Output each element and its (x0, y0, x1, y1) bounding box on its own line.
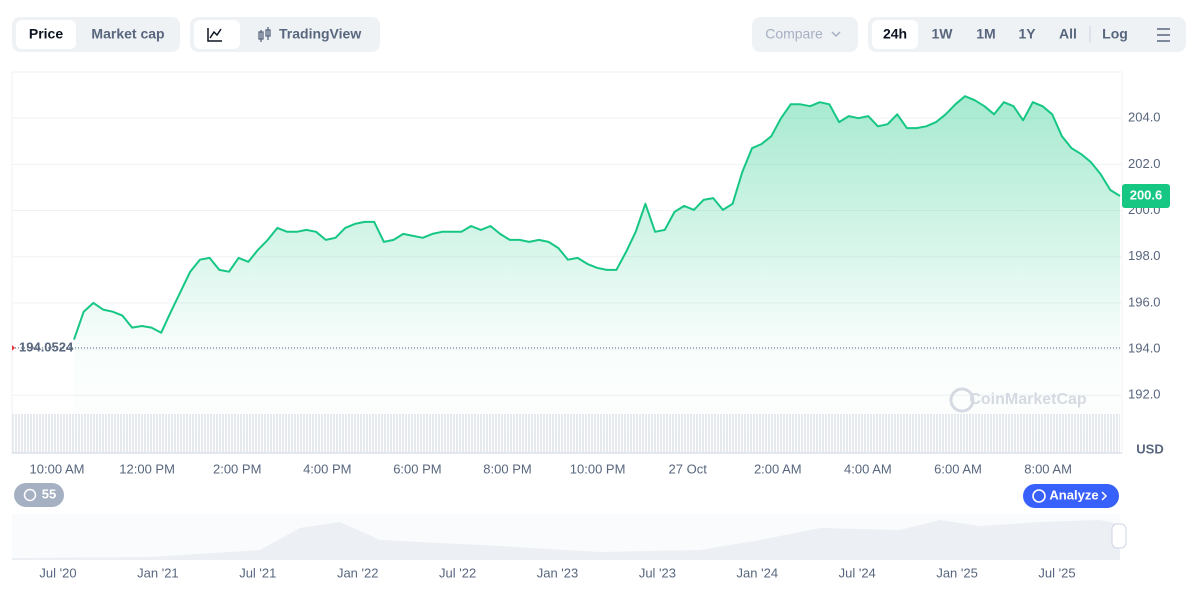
x-tick-label: 8:00 AM (1024, 461, 1072, 476)
x-tick-label: 8:00 PM (483, 461, 531, 476)
range-toggle (868, 17, 1186, 52)
navigator-label: Jul '24 (839, 565, 876, 580)
line-icon (207, 28, 222, 42)
range-1w[interactable]: 1W (932, 26, 954, 42)
watermark-logo (949, 387, 975, 413)
navigator-label: Jan '24 (737, 565, 779, 580)
x-tick-label: 2:00 AM (754, 461, 802, 476)
y-tick-label: 192.0 (1128, 387, 1161, 402)
x-tick-label: 6:00 AM (934, 461, 982, 476)
start-price-marker (12, 344, 15, 351)
watermark: CoinMarketCap (969, 391, 1087, 408)
price-tab[interactable]: Price (29, 26, 63, 42)
navigator-label: Jul '20 (39, 565, 76, 580)
log-toggle[interactable]: Log (1102, 26, 1128, 42)
range-1y[interactable]: 1Y (1018, 26, 1036, 42)
y-tick-label: 198.0 (1128, 248, 1161, 263)
settings-icon[interactable] (1157, 28, 1170, 42)
y-tick-label: 204.0 (1128, 110, 1161, 125)
navigator-history (12, 520, 1120, 560)
y-unit: USD (1136, 441, 1163, 456)
analyze-label[interactable]: Analyze (1049, 487, 1098, 502)
start-price-label: 194.0524 (19, 339, 74, 354)
x-tick-label: 10:00 AM (30, 461, 85, 476)
navigator-handle[interactable] (1111, 523, 1127, 549)
x-tick-label: 4:00 PM (303, 461, 351, 476)
price-area (74, 96, 1120, 453)
volume-area (12, 414, 1120, 453)
last-price-label: 200.6 (1130, 187, 1163, 202)
view-active[interactable] (16, 20, 76, 49)
navigator-label: Jul '25 (1038, 565, 1075, 580)
analyze-icon (1032, 489, 1046, 503)
range-24h[interactable]: 24h (883, 26, 907, 42)
history-count[interactable]: 55 (42, 486, 56, 501)
compare-button[interactable] (752, 17, 858, 52)
x-tick-label: 2:00 PM (213, 461, 261, 476)
navigator-label: Jul '22 (439, 565, 476, 580)
compare-label[interactable]: Compare (765, 26, 823, 42)
navigator-label: Jan '21 (137, 565, 179, 580)
navigator-label: Jan '23 (537, 565, 579, 580)
x-tick-label: 6:00 PM (393, 461, 441, 476)
chevron (831, 31, 841, 38)
y-tick-label: 202.0 (1128, 156, 1161, 171)
x-tick-label: 4:00 AM (844, 461, 892, 476)
last-price-badge (1122, 183, 1170, 208)
navigator-label: Jul '23 (639, 565, 676, 580)
history-badge[interactable] (14, 483, 64, 507)
x-tick-label: 27 Oct (669, 461, 708, 476)
navigator-label: Jul '21 (239, 565, 276, 580)
y-tick-label: 194.0 (1128, 341, 1161, 356)
navigator-label: Jan '25 (936, 565, 978, 580)
history-icon (23, 488, 37, 502)
analyze-button[interactable] (1023, 484, 1119, 508)
navigator-label: Jan '22 (337, 565, 379, 580)
tradingview-tab[interactable]: TradingView (279, 26, 361, 42)
range-all[interactable]: All (1059, 26, 1077, 42)
price-line (73, 95, 1121, 340)
x-tick-label: 12:00 PM (119, 461, 175, 476)
y-tick-label: 196.0 (1128, 294, 1161, 309)
x-tick-label: 10:00 PM (570, 461, 626, 476)
range-1m[interactable]: 1M (976, 26, 995, 42)
chevron (1101, 491, 1108, 501)
candle-icon (258, 27, 271, 42)
range-active[interactable] (872, 20, 918, 49)
market-cap-tab[interactable]: Market cap (91, 26, 164, 42)
